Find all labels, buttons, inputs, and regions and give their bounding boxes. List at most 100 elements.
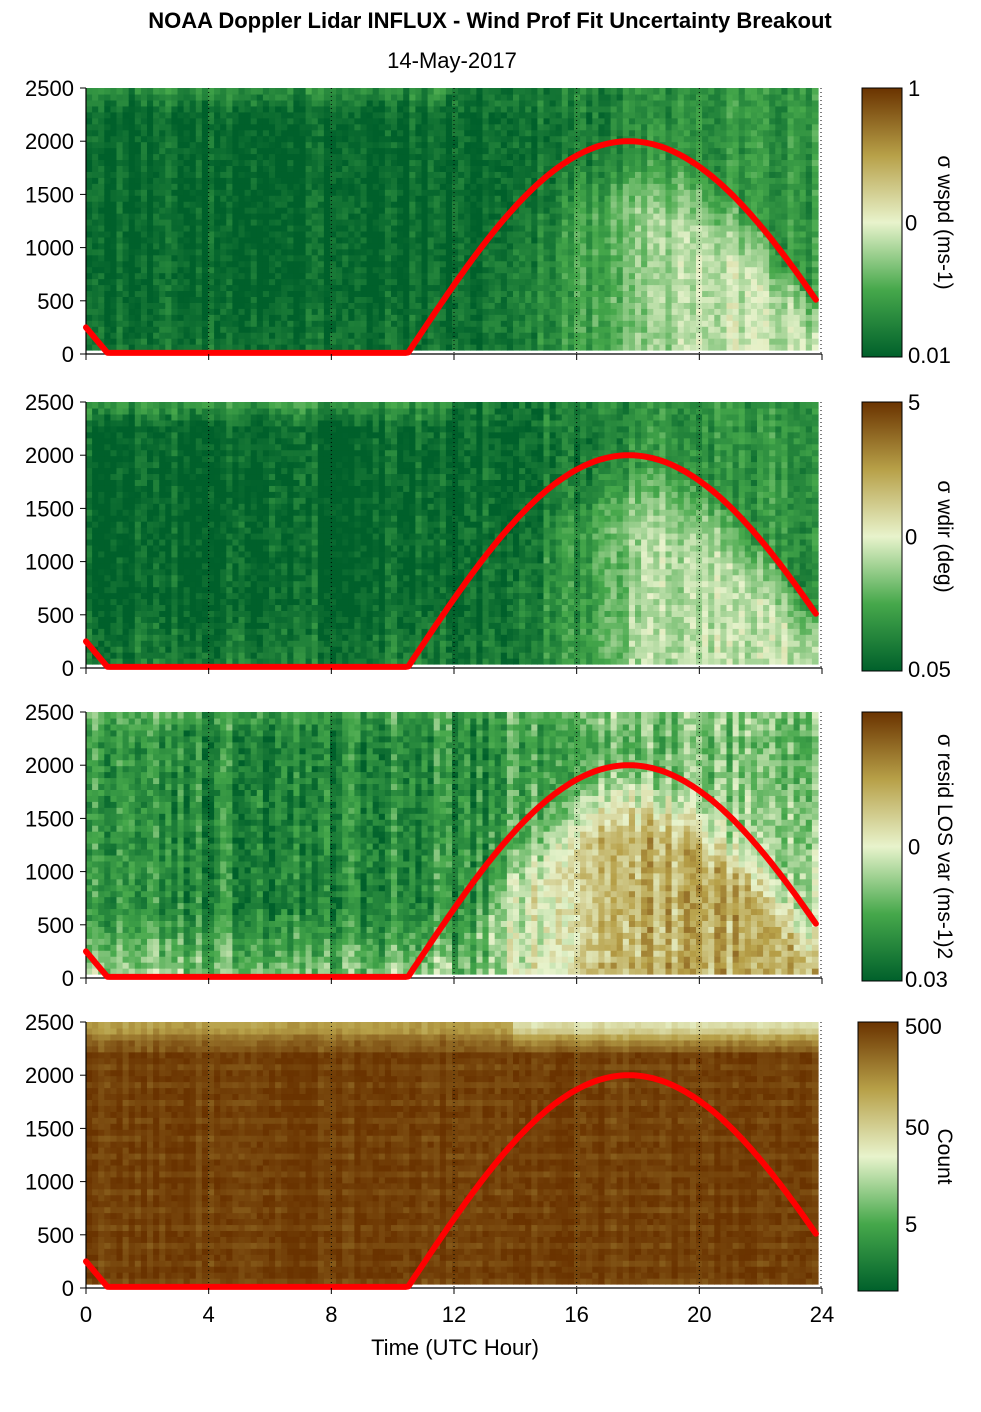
heatmap-cell xyxy=(110,213,118,220)
heatmap-cell xyxy=(531,332,538,339)
heatmap-cell xyxy=(183,117,191,125)
heatmap-cell xyxy=(482,135,490,143)
heatmap-cell xyxy=(757,278,764,286)
heatmap-cell xyxy=(427,254,435,262)
heatmap-cell xyxy=(604,326,612,333)
heatmap-cell xyxy=(732,290,740,297)
heatmap-cell xyxy=(750,129,758,137)
heatmap-cell xyxy=(738,135,746,143)
heatmap-cell xyxy=(702,254,709,262)
heatmap-cell xyxy=(92,165,99,172)
heatmap-cell xyxy=(269,278,276,286)
heatmap-cell xyxy=(488,105,496,113)
heatmap-cell xyxy=(616,272,624,280)
heatmap-cell xyxy=(92,189,99,196)
heatmap-cell xyxy=(421,201,429,208)
heatmap-cell xyxy=(159,332,166,339)
heatmap-cell xyxy=(439,338,447,345)
heatmap-cell xyxy=(506,171,514,178)
heatmap-cell xyxy=(262,332,270,339)
heatmap-cell xyxy=(439,111,447,119)
heatmap-cell xyxy=(342,213,349,220)
heatmap-cell xyxy=(586,296,593,303)
heatmap-cell xyxy=(269,93,276,101)
heatmap-cell xyxy=(98,308,105,315)
heatmap-cell xyxy=(208,165,215,172)
heatmap-cell xyxy=(677,266,685,274)
heatmap-cell xyxy=(177,201,185,208)
heatmap-cell xyxy=(189,338,197,345)
heatmap-cell xyxy=(580,338,587,345)
heatmap-cell xyxy=(683,99,691,107)
heatmap-cell xyxy=(354,177,362,184)
heatmap-cell xyxy=(757,207,764,214)
heatmap-cell xyxy=(183,177,191,184)
heatmap-cell xyxy=(604,93,612,101)
heatmap-cell xyxy=(677,219,685,226)
heatmap-cell xyxy=(147,201,154,208)
heatmap-cell xyxy=(128,159,136,166)
heatmap-cell xyxy=(543,105,551,113)
heatmap-cell xyxy=(506,183,514,190)
heatmap-cell xyxy=(116,213,124,220)
heatmap-cell xyxy=(744,183,752,190)
heatmap-cell xyxy=(421,284,429,292)
heatmap-cell xyxy=(384,177,392,184)
heatmap-cell xyxy=(98,88,105,95)
heatmap-cell xyxy=(403,93,410,101)
heatmap-cell xyxy=(360,242,368,250)
heatmap-cell xyxy=(122,123,130,131)
heatmap-cell xyxy=(775,260,782,268)
heatmap-cell xyxy=(214,219,221,226)
heatmap-cell xyxy=(323,147,331,155)
heatmap-cell xyxy=(311,105,319,113)
heatmap-cell xyxy=(433,195,441,202)
heatmap-cell xyxy=(299,224,307,232)
heatmap-cell xyxy=(342,105,349,113)
heatmap-cell xyxy=(775,320,782,327)
heatmap-cell xyxy=(171,165,179,172)
heatmap-cell xyxy=(677,171,685,178)
heatmap-cell xyxy=(641,88,648,95)
heatmap-cell xyxy=(445,326,453,333)
heatmap-cell xyxy=(305,224,313,232)
heatmap-cell xyxy=(214,260,221,268)
heatmap-cell xyxy=(653,201,660,208)
heatmap-cell xyxy=(433,230,441,238)
heatmap-cell xyxy=(757,284,764,292)
heatmap-cell xyxy=(299,266,307,274)
heatmap-cell xyxy=(714,201,721,208)
heatmap-cell xyxy=(287,189,294,196)
heatmap-cell xyxy=(330,248,337,256)
heatmap-cell xyxy=(226,129,233,137)
heatmap-cell xyxy=(635,219,642,226)
heatmap-cell xyxy=(98,284,105,292)
heatmap-cell xyxy=(445,332,453,339)
heatmap-cell xyxy=(208,171,215,178)
heatmap-cell xyxy=(555,99,563,107)
heatmap-cell xyxy=(525,284,532,292)
heatmap-cell xyxy=(354,129,362,137)
heatmap-cell xyxy=(506,278,514,286)
heatmap-cell xyxy=(665,93,673,101)
heatmap-cell xyxy=(445,242,453,250)
heatmap-cell xyxy=(183,248,191,256)
heatmap-cell xyxy=(287,117,294,125)
heatmap-cell xyxy=(134,213,142,220)
heatmap-cell xyxy=(403,236,410,244)
heatmap-cell xyxy=(110,272,118,280)
heatmap-cell xyxy=(604,99,612,107)
heatmap-cell xyxy=(714,165,721,172)
heatmap-cell xyxy=(256,99,264,107)
heatmap-cell xyxy=(98,129,105,137)
heatmap-cell xyxy=(683,207,691,214)
heatmap-cell xyxy=(708,201,715,208)
heatmap-cell xyxy=(110,254,118,262)
heatmap-cell xyxy=(384,326,392,333)
heatmap-cell xyxy=(567,171,575,178)
heatmap-cell xyxy=(744,320,752,327)
heatmap-cell xyxy=(226,141,233,149)
heatmap-cell xyxy=(647,219,654,226)
heatmap-cell xyxy=(134,308,142,315)
heatmap-cell xyxy=(397,224,404,232)
